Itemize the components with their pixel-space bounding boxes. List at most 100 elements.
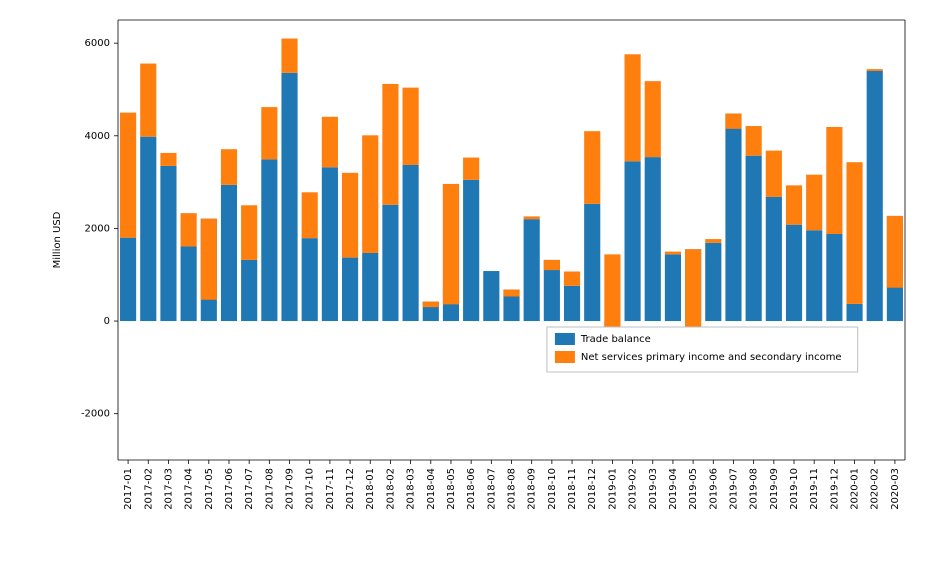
x-tick-label: 2017-05: [204, 468, 215, 510]
y-tick-label: 6000: [85, 38, 110, 49]
x-tick-label: 2020-01: [850, 468, 861, 510]
bar-net-services: [685, 249, 701, 330]
bar-net-services: [221, 149, 237, 185]
bar-trade-balance: [342, 258, 358, 321]
bar-trade-balance: [806, 230, 822, 321]
bar-net-services: [645, 81, 661, 157]
bar-trade-balance: [181, 246, 197, 321]
bar-trade-balance: [746, 156, 762, 321]
legend-label: Trade balance: [580, 334, 651, 345]
bar-trade-balance: [322, 167, 338, 321]
bar-trade-balance: [625, 161, 641, 321]
bar-trade-balance: [241, 260, 257, 321]
x-tick-label: 2018-05: [446, 468, 457, 510]
x-tick-label: 2019-09: [769, 468, 780, 510]
x-tick-label: 2019-06: [708, 468, 719, 510]
bar-net-services: [463, 158, 479, 180]
x-tick-label: 2018-04: [426, 468, 437, 510]
bar-trade-balance: [140, 137, 156, 321]
x-tick-label: 2018-01: [365, 468, 376, 510]
bar-net-services: [544, 260, 560, 270]
bar-net-services: [705, 239, 721, 243]
bar-net-services: [786, 185, 802, 224]
legend-label: Net services primary income and secondar…: [581, 352, 842, 363]
bar-trade-balance: [725, 114, 741, 321]
x-tick-label: 2018-11: [567, 468, 578, 510]
x-tick-label: 2019-02: [628, 468, 639, 510]
bar-net-services: [281, 39, 297, 73]
bar-net-services: [201, 219, 217, 300]
bar-net-services: [403, 88, 419, 165]
bar-net-services: [725, 114, 741, 129]
x-tick-label: 2018-08: [507, 468, 518, 510]
bar-net-services: [241, 205, 257, 260]
stacked-bar-chart: -2000 0 2000 4000 6000 Million USD 2017-01 2017…: [0, 0, 950, 578]
bar-trade-balance: [705, 243, 721, 321]
x-tick-label: 2019-08: [749, 468, 760, 510]
x-tick-label: 2018-10: [547, 468, 558, 510]
x-tick-label: 2017-08: [264, 468, 275, 510]
x-tick-label: 2017-02: [143, 468, 154, 510]
x-tick-label: 2018-09: [527, 468, 538, 510]
bar-net-services: [766, 151, 782, 197]
bar-net-services: [564, 271, 580, 285]
bar-trade-balance: [584, 204, 600, 321]
bar-trade-balance: [281, 73, 297, 321]
x-tick-label: 2017-01: [123, 468, 134, 510]
y-tick-label: -2000: [81, 409, 110, 420]
bar-trade-balance: [221, 185, 237, 321]
legend-swatch: [555, 351, 575, 363]
y-axis-label: Million USD: [52, 211, 63, 268]
x-tick-label: 2019-01: [607, 468, 618, 510]
x-tick-label: 2019-10: [789, 468, 800, 510]
bar-trade-balance: [160, 166, 176, 321]
bar-net-services: [160, 153, 176, 166]
x-tick-label: 2018-07: [486, 468, 497, 510]
bar-net-services: [342, 173, 358, 258]
legend-swatch: [555, 333, 575, 345]
x-tick-label: 2020-02: [870, 468, 881, 510]
bar-net-services: [120, 113, 136, 238]
x-tick-label: 2019-03: [648, 468, 659, 510]
bar-trade-balance: [261, 159, 277, 321]
bar-net-services: [584, 131, 600, 204]
bar-trade-balance: [826, 234, 842, 321]
bar-trade-balance: [362, 253, 378, 321]
bar-trade-balance: [564, 286, 580, 321]
bar-net-services: [382, 84, 398, 205]
x-tick-label: 2017-07: [244, 468, 255, 510]
y-tick-label: 4000: [85, 131, 110, 142]
bar-net-services: [181, 213, 197, 246]
x-tick-label: 2017-09: [285, 468, 296, 510]
bar-net-services: [604, 254, 620, 335]
bar-net-services: [443, 184, 459, 304]
x-tick-label: 2019-11: [809, 468, 820, 510]
x-tick-label: 2019-07: [728, 468, 739, 510]
x-tick-label: 2017-11: [325, 468, 336, 510]
bar-net-services: [846, 162, 862, 304]
bar-trade-balance: [483, 271, 499, 321]
bar-net-services: [826, 127, 842, 234]
x-tick-label: 2020-03: [890, 468, 901, 510]
bar-trade-balance: [463, 180, 479, 321]
bar-net-services: [503, 290, 519, 297]
bar-net-services: [261, 107, 277, 159]
x-tick-label: 2017-03: [163, 468, 174, 510]
chart-container: -2000 0 2000 4000 6000 Million USD 2017-01 2017…: [0, 0, 950, 578]
bar-net-services: [362, 135, 378, 253]
legend: Trade balance Net services primary income…: [547, 327, 858, 372]
bar-net-services: [806, 175, 822, 231]
y-tick-label: 0: [104, 316, 110, 327]
bar-trade-balance: [403, 165, 419, 321]
x-tick-label: 2018-03: [406, 468, 417, 510]
bar-trade-balance: [867, 71, 883, 321]
x-tick-label: 2017-10: [305, 468, 316, 510]
y-tick-label: 2000: [85, 223, 110, 234]
x-tick-label: 2017-06: [224, 468, 235, 510]
bar-net-services: [140, 64, 156, 137]
x-tick-label: 2019-05: [688, 468, 699, 510]
bar-trade-balance: [665, 254, 681, 321]
x-tick-label: 2017-12: [345, 468, 356, 510]
bar-net-services: [423, 302, 439, 308]
bar-trade-balance: [120, 238, 136, 321]
